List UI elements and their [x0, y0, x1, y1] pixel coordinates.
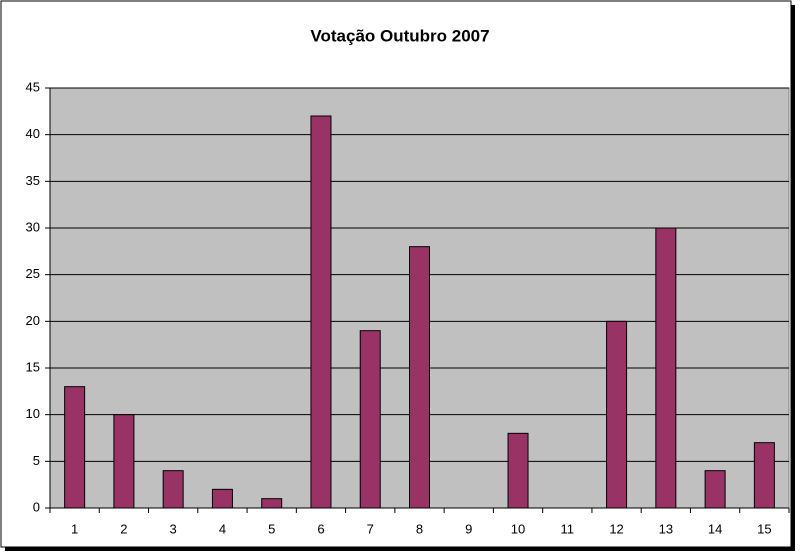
x-tick-label: 8 [416, 521, 423, 536]
x-tick-label: 9 [465, 521, 472, 536]
y-tick-label: 45 [26, 79, 40, 94]
y-tick-label: 35 [26, 173, 40, 188]
x-tick-label: 7 [367, 521, 374, 536]
bar [655, 227, 677, 509]
x-tick-label: 2 [120, 521, 127, 536]
bar [704, 470, 726, 509]
y-tick-label: 30 [26, 219, 40, 234]
bar [507, 432, 529, 509]
x-tick-label: 10 [511, 521, 525, 536]
y-tick-label: 25 [26, 266, 40, 281]
bar [211, 488, 233, 509]
x-tick-label: 1 [71, 521, 78, 536]
x-tick-label: 12 [609, 521, 623, 536]
bar [753, 442, 775, 509]
bar [64, 386, 86, 509]
x-tick-label: 14 [708, 521, 722, 536]
bar [409, 246, 430, 509]
y-tick-label: 20 [26, 313, 40, 328]
x-tick-label: 11 [561, 521, 575, 536]
y-tick-label: 40 [26, 126, 40, 141]
bar [261, 498, 283, 509]
x-tick-label: 3 [170, 521, 177, 536]
x-tick-label: 6 [317, 521, 324, 536]
chart-title: Votação Outubro 2007 [310, 26, 489, 45]
y-tick-label: 10 [26, 406, 40, 421]
y-tick-label: 15 [26, 359, 40, 374]
y-tick-label: 0 [33, 499, 40, 514]
x-tick-label: 15 [757, 521, 771, 536]
bar [359, 330, 381, 509]
x-tick-label: 4 [219, 521, 226, 536]
bar [162, 470, 184, 509]
bar [113, 414, 135, 509]
x-tick-label: 13 [659, 521, 673, 536]
x-tick-label: 5 [268, 521, 275, 536]
bar [606, 320, 628, 509]
bar [310, 115, 332, 509]
y-tick-label: 5 [33, 453, 40, 468]
